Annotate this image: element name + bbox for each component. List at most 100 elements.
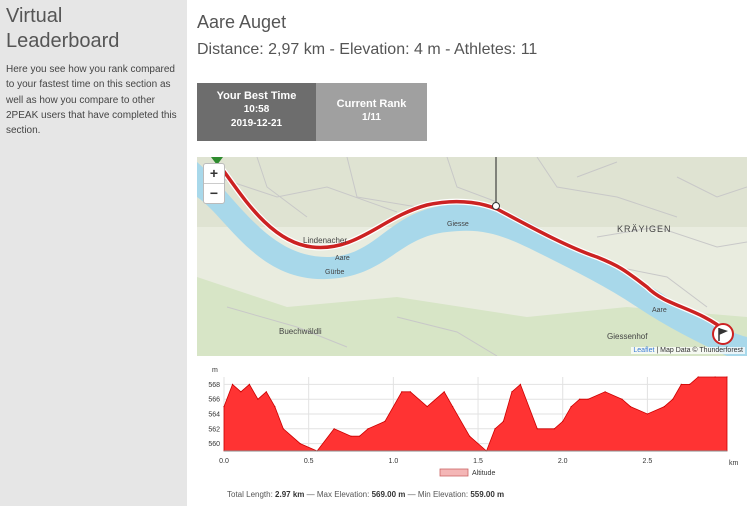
- map-data-credit[interactable]: | Map Data © Thunderforest: [656, 347, 743, 354]
- map-label-guerbe: Gürbe: [325, 269, 345, 276]
- altitude-point: [452, 406, 454, 408]
- altitude-point: [426, 406, 428, 408]
- position-marker[interactable]: [492, 202, 500, 210]
- altitude-point: [358, 435, 361, 437]
- start-marker-icon[interactable]: [211, 157, 223, 165]
- route-map[interactable]: Lindenacher Aare Gürbe Giesse KRÄYIGEN G…: [197, 157, 747, 356]
- map-label-giessenhof: Giessenhof: [607, 332, 648, 341]
- x-axis-unit: km: [729, 460, 739, 467]
- sidebar: Virtual Leaderboard Here you see how you…: [0, 0, 187, 506]
- map-label-aare: Aare: [335, 255, 350, 262]
- map-label-lindenacher: Lindenacher: [303, 236, 348, 245]
- y-axis-unit: m: [212, 367, 218, 374]
- segment-stats: Distance: 2,97 km - Elevation: 4 m - Ath…: [197, 41, 538, 58]
- altitude-point: [494, 428, 496, 430]
- altitude-point: [240, 391, 242, 393]
- altitude-point: [367, 428, 369, 430]
- best-time-date: 2019-12-21: [230, 118, 283, 129]
- map-attribution: Leaflet | Map Data © Thunderforest: [631, 347, 745, 354]
- map-streets: [216, 157, 747, 356]
- altitude-point: [401, 391, 403, 393]
- altitude-point: [469, 435, 471, 437]
- map-label-aare-right: Aare: [652, 307, 667, 314]
- chart-footer: Total Length: 2.97 km — Max Elevation: 5…: [227, 490, 504, 499]
- best-time-tile: Your Best Time 10:58 2019-12-21: [197, 83, 316, 141]
- altitude-point: [257, 398, 259, 400]
- x-tick-label: 2.0: [558, 458, 568, 465]
- best-time-value: 10:58: [243, 104, 270, 115]
- map-label-giesse: Giesse: [447, 221, 469, 228]
- zoom-in-button[interactable]: +: [204, 164, 224, 184]
- total-length-value: 2.97 km: [275, 490, 305, 499]
- altitude-area: [223, 376, 728, 452]
- altitude-point: [502, 420, 504, 422]
- legend-swatch: [439, 468, 469, 477]
- altitude-point: [511, 391, 513, 393]
- altitude-point: [663, 406, 665, 408]
- altitude-point: [519, 383, 521, 385]
- altitude-point: [579, 398, 581, 400]
- altitude-point: [621, 398, 623, 400]
- max-elevation-label: — Max Elevation:: [306, 490, 370, 499]
- altitude-point: [265, 391, 267, 393]
- elevation-chart: 560 562 564 566 568 0.0 0.5 1.0 1.5 2.0 2.5 m km Alti…: [208, 367, 739, 477]
- map-green-area: [197, 277, 747, 356]
- sidebar-description: Here you see how you rank compared to yo…: [6, 64, 177, 137]
- altitude-point: [587, 398, 589, 400]
- altitude-point: [333, 428, 335, 430]
- altitude-point: [562, 420, 564, 422]
- min-elevation-label: — Min Elevation:: [407, 490, 469, 499]
- leaflet-link[interactable]: Leaflet: [633, 347, 655, 354]
- altitude-point: [282, 428, 284, 430]
- altitude-point: [672, 398, 674, 400]
- altitude-point: [726, 376, 728, 378]
- best-time-label: Your Best Time: [216, 90, 297, 102]
- altitude-point: [384, 420, 386, 422]
- altitude-point: [689, 383, 691, 385]
- altitude-point: [714, 376, 716, 378]
- zoom-control: + −: [203, 163, 225, 204]
- x-tick-label: 0.0: [219, 458, 229, 465]
- y-tick-label: 564: [208, 412, 220, 419]
- y-tick-label: 568: [208, 382, 220, 389]
- finish-flag-icon[interactable]: [712, 323, 734, 345]
- altitude-point: [553, 428, 555, 430]
- y-tick-label: 566: [208, 397, 220, 404]
- x-tick-label: 0.5: [304, 458, 314, 465]
- altitude-point: [697, 376, 699, 378]
- altitude-point: [536, 428, 538, 430]
- altitude-point: [231, 383, 234, 385]
- zoom-out-button[interactable]: −: [209, 185, 219, 201]
- altitude-point: [409, 391, 411, 393]
- altitude-point: [629, 406, 632, 408]
- y-tick-label: 560: [208, 441, 220, 448]
- altitude-point: [680, 383, 682, 385]
- current-rank-value: 1/11: [362, 112, 381, 123]
- x-tick-label: 2.5: [643, 458, 653, 465]
- altitude-point: [248, 383, 250, 385]
- x-tick-label: 1.5: [473, 458, 483, 465]
- max-elevation-value: 569.00 m: [371, 490, 406, 499]
- map-river: [197, 162, 747, 356]
- current-rank-tile: Current Rank 1/11: [316, 83, 427, 141]
- y-tick-label: 562: [208, 426, 220, 433]
- sidebar-title: Virtual Leaderboard: [6, 5, 120, 52]
- altitude-point: [646, 413, 648, 415]
- min-elevation-value: 559.00 m: [470, 490, 505, 499]
- main-content: Aare Auget Distance: 2,97 km - Elevation…: [187, 0, 751, 506]
- map-label-kraeyigen: KRÄYIGEN: [617, 224, 672, 234]
- map-label-buechwaeldli: Buechwäldli: [279, 327, 322, 336]
- legend-label: Altitude: [472, 470, 495, 477]
- altitude-point: [299, 443, 301, 445]
- altitude-point: [223, 406, 225, 408]
- altitude-point: [604, 391, 606, 393]
- map-canvas[interactable]: [197, 157, 747, 356]
- current-rank-label: Current Rank: [336, 98, 407, 110]
- altitude-point: [570, 406, 572, 408]
- segment-title: Aare Auget: [197, 12, 287, 32]
- altitude-point: [350, 435, 352, 437]
- altitude-point: [443, 391, 445, 393]
- total-length-label: Total Length:: [227, 490, 273, 499]
- x-tick-label: 1.0: [388, 458, 398, 465]
- altitude-point: [274, 406, 276, 408]
